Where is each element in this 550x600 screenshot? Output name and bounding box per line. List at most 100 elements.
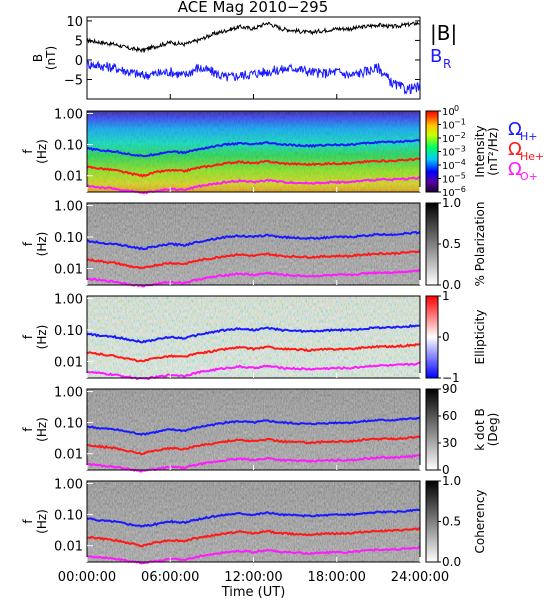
x-tick-label: 18:00:00 xyxy=(308,570,366,585)
colorbar-label: Ellipticity xyxy=(473,310,487,365)
x-tick-label: 12:00:00 xyxy=(224,570,282,585)
colorbar-unit: (Deg) xyxy=(486,413,500,447)
figure-title: ACE Mag 2010−295 xyxy=(178,0,329,16)
colorbar-tick-label: 0 xyxy=(442,330,450,344)
x-axis-label: Time (UT) xyxy=(221,585,286,600)
y-tick-label: 0.01 xyxy=(54,448,83,463)
yunit: (Hz) xyxy=(35,509,49,534)
colorbar-unit: (nT²/Hz) xyxy=(486,127,500,175)
colorbar-label: k dot B xyxy=(473,408,487,450)
colorbar-tick-exponent: −4 xyxy=(454,158,466,167)
colorbar-polarization xyxy=(425,202,439,286)
legend-omega: Ω xyxy=(508,139,522,160)
y-tick-label: 0 xyxy=(75,54,83,69)
colorbar-tick-label: 10 xyxy=(442,134,455,145)
ylabel-group: f (Hz) xyxy=(21,325,49,350)
colorbar-label-group: k dot B (Deg) xyxy=(473,408,500,450)
omega-he-line xyxy=(87,527,421,548)
colorbar-tick-label: 10 xyxy=(442,188,455,199)
y-tick-label: 1.00 xyxy=(54,477,83,492)
colorbar-tick-label: 0.0 xyxy=(442,555,461,569)
panel-kdotb: 1.00 0.10 0.01 f (Hz) 90 60 30 0 k dot B (Deg) xyxy=(21,382,500,477)
colorbar-ellipticity xyxy=(425,295,439,379)
y-tick-label: 10 xyxy=(66,15,83,30)
colorbar-tick-label: 1 xyxy=(442,289,450,303)
panel-coherency: 1.00 0.10 0.01 f (Hz) 1.0 0.5 0.0 Coherency xyxy=(21,474,487,569)
colorbar-tick-exponent: 0 xyxy=(454,104,459,113)
field-ylabel: B xyxy=(31,54,45,62)
spectrogram-texture xyxy=(87,296,420,378)
legend-br: B xyxy=(430,46,442,67)
colorbar-tick-label: 10 xyxy=(442,175,455,186)
colorbar-label: Coherency xyxy=(473,489,487,553)
omega-he-line xyxy=(86,343,421,363)
omega-o-line xyxy=(86,545,421,565)
omega-h-line xyxy=(86,416,421,436)
y-tick-label: 1.00 xyxy=(54,199,83,214)
spectrogram-texture xyxy=(87,389,420,470)
colorbar-kdotb xyxy=(425,388,439,471)
colorbar-tick-exponent: −5 xyxy=(454,172,466,181)
field-yunit: (nT) xyxy=(44,46,58,70)
yunit: (Hz) xyxy=(35,417,49,442)
yunit: (Hz) xyxy=(35,232,49,257)
legend-omega-subscript: H+ xyxy=(520,130,538,143)
y-tick-label: 0.01 xyxy=(54,356,83,371)
colorbar-tick-exponent: −6 xyxy=(454,185,466,194)
y-tick-label: 0.10 xyxy=(54,231,83,246)
panel-ellipticity: 1.00 0.10 0.01 f (Hz) 1 0 −1 Ellipticity xyxy=(21,289,487,385)
colorbar-tick-label: 30 xyxy=(442,436,457,450)
legend-bmag: |B| xyxy=(430,21,457,45)
field-ylabel-group: B (nT) xyxy=(31,46,58,70)
colorbar-label-group: Coherency xyxy=(473,489,487,553)
spectrogram-texture xyxy=(87,481,420,562)
colorbar-tick-label: 10 xyxy=(442,161,455,172)
ylabel: f xyxy=(21,427,35,432)
legend-omega-subscript: He+ xyxy=(520,150,544,163)
panel-field-frame xyxy=(86,16,421,100)
y-tick-label: 1.00 xyxy=(54,107,83,122)
omega-o-line xyxy=(86,268,421,288)
colorbar-intensity xyxy=(425,110,439,193)
ylabel-group: f (Hz) xyxy=(21,139,49,164)
y-tick-label: 1.00 xyxy=(54,292,83,307)
colorbar-tick-label: 0 xyxy=(442,463,450,477)
y-tick-label: 1.00 xyxy=(54,385,83,400)
ylabel-group: f (Hz) xyxy=(21,509,49,534)
panel-polarization: 1.00 0.10 0.01 f (Hz) 1.0 0.5 0.0 % Polarization xyxy=(21,196,487,292)
colorbar-tick-label: −1 xyxy=(442,371,460,385)
y-tick-label: 0.01 xyxy=(54,263,83,278)
series-line-br xyxy=(86,59,421,95)
colorbar-coherency xyxy=(425,480,439,563)
yunit: (Hz) xyxy=(35,325,49,350)
spectrogram-texture xyxy=(87,203,420,285)
legend-omega: Ω xyxy=(508,159,522,180)
y-tick-label: 0.10 xyxy=(54,509,83,524)
colorbar-tick-label: 1.0 xyxy=(442,474,461,488)
ylabel: f xyxy=(21,334,35,339)
colorbar-tick-label: 60 xyxy=(442,409,457,423)
omega-h-line xyxy=(86,230,421,251)
colorbar-tick-exponent: −2 xyxy=(454,131,466,140)
omega-he-line xyxy=(86,435,421,456)
legend-omega: Ω xyxy=(508,119,522,140)
colorbar-tick-exponent: −1 xyxy=(454,118,466,127)
colorbar-tick-exponent: −3 xyxy=(454,145,466,154)
omega-o-line xyxy=(86,453,421,473)
colorbar-tick-label: 0.5 xyxy=(442,515,461,529)
x-tick-label: 00:00:00 xyxy=(58,570,116,585)
ylabel-group: f (Hz) xyxy=(21,232,49,257)
colorbar-tick-label: 90 xyxy=(442,382,457,396)
ylabel-group: f (Hz) xyxy=(21,417,49,442)
colorbar-tick-label: 0.5 xyxy=(442,237,461,251)
colorbar-tick-label: 10 xyxy=(442,121,455,132)
series-line-bmag xyxy=(87,20,421,54)
colorbar-tick-label: 10 xyxy=(442,107,455,118)
y-tick-label: 0.10 xyxy=(54,324,83,339)
colorbar-tick-label: 10 xyxy=(442,148,455,159)
y-tick-label: 0.10 xyxy=(54,417,83,432)
